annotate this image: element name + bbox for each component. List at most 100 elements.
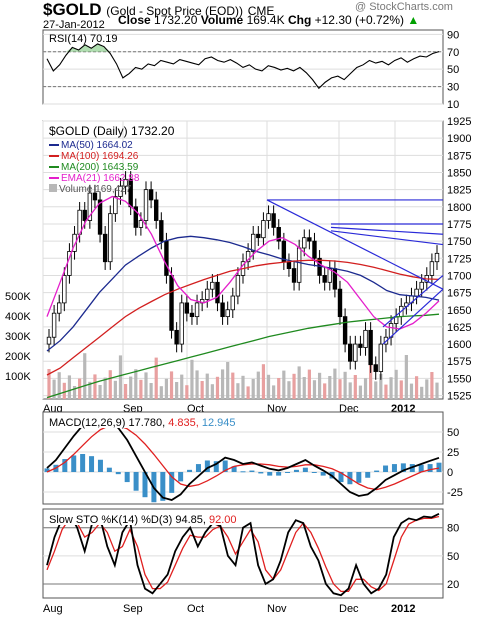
candle-body	[169, 275, 174, 331]
price-legend-entry: MA(100) 1694.26	[61, 151, 139, 162]
volume-bar	[93, 374, 97, 399]
exchange: CME	[247, 4, 275, 18]
volume-bar	[62, 382, 66, 399]
candle-body	[154, 199, 159, 221]
volume-bar	[123, 384, 128, 399]
candle-body	[51, 312, 57, 338]
volume-bar	[231, 372, 235, 399]
trendline	[382, 274, 444, 328]
macd-histogram-bar	[383, 465, 389, 472]
candle-body	[108, 213, 113, 263]
macd-tick-label: -25	[447, 487, 463, 499]
candle-body	[251, 233, 256, 252]
macd-histogram-bar	[267, 472, 273, 476]
candle-body	[312, 240, 317, 259]
symbol-title: $GOLD (Gold - Spot Price (EOD)) CME	[43, 0, 274, 20]
volume-bar	[72, 386, 77, 399]
price-tick-label: 1600	[447, 339, 471, 351]
macd-histogram-bar	[160, 472, 166, 501]
candle-body	[138, 220, 144, 228]
macd-histogram-bar	[400, 463, 406, 472]
price-legend: $GOLD (Daily) 1732.20	[49, 124, 175, 138]
volume-tick-label: 500K	[5, 291, 31, 303]
price-tick-label: 1825	[447, 185, 471, 197]
price-tick-label: 1725	[447, 253, 471, 265]
candle-body	[348, 343, 353, 362]
macd-histogram-bar	[213, 461, 219, 472]
price-legend-entry: EMA(21) 1662.88	[61, 173, 140, 184]
volume-bar	[210, 384, 214, 399]
macd-legend: MACD(12,26,9) 17.780, 4.835, 12.945	[49, 417, 236, 429]
chg-value: +12.30 (+0.72%)	[314, 13, 405, 27]
candle-body	[429, 261, 435, 276]
x-axis-label-bottom-aug: Aug	[43, 603, 63, 615]
rsi-overbought-fill	[47, 43, 439, 52]
candle-body	[133, 206, 138, 228]
volume-bar	[175, 382, 179, 399]
volume-bar	[52, 379, 56, 399]
candle-body	[245, 251, 251, 263]
candle-body	[327, 268, 332, 283]
price-tick-label: 1875	[447, 150, 471, 162]
volume-bar	[379, 374, 383, 399]
candle-body	[225, 309, 230, 318]
volume-bar	[297, 366, 301, 399]
volume-bar	[384, 384, 388, 399]
candle-body	[92, 192, 98, 201]
candle-body	[72, 233, 77, 252]
candle-body	[215, 281, 220, 304]
line-ma100	[46, 259, 440, 376]
candle-body	[353, 343, 358, 362]
volume-bar	[144, 372, 148, 399]
volume-bar	[164, 378, 169, 399]
volume-bar	[353, 375, 357, 399]
macd-histogram-bar	[249, 470, 255, 472]
candle-body	[46, 336, 52, 345]
volume-bar	[338, 379, 342, 399]
candle-body	[266, 213, 271, 221]
macd-histogram-bar	[124, 472, 130, 483]
sto-k-line	[46, 512, 440, 597]
candle-body	[205, 288, 210, 300]
volume-bar	[435, 382, 439, 399]
price-tick-label: 1650	[447, 305, 471, 317]
macd-histogram-bar	[285, 472, 291, 473]
trendline	[330, 230, 444, 246]
macd-histogram-bar	[356, 472, 362, 483]
quote-date: 27-Jan-2012	[43, 19, 105, 31]
volume-tick-label: 100K	[5, 371, 31, 383]
volume-bar	[57, 372, 61, 399]
rsi-line	[46, 43, 440, 90]
volume-bar	[108, 370, 112, 399]
candle-body	[261, 220, 266, 239]
volume-bar	[159, 386, 163, 399]
price-tick-label: 1700	[447, 270, 471, 282]
macd-legend-part: 17.780,	[128, 417, 168, 429]
volume-bar	[430, 372, 434, 399]
close-value: 1732.20	[154, 13, 198, 27]
volume-bar	[241, 375, 245, 399]
candle-body	[363, 329, 368, 348]
candle-body	[235, 275, 241, 297]
volume-value: 169.4K	[246, 13, 285, 27]
volume-bar	[328, 376, 332, 399]
candle-body	[220, 302, 225, 318]
macd-legend-part: MACD(12,26,9)	[49, 417, 128, 429]
volume-bar	[333, 368, 337, 399]
x-axis-label-bottom-oct: Oct	[187, 603, 204, 615]
macd-tick-label: 25	[447, 447, 459, 459]
volume-bar	[282, 370, 286, 399]
trendline	[266, 199, 444, 290]
volume-bar	[394, 369, 398, 399]
volume-bar	[215, 376, 220, 399]
volume-bar	[277, 378, 281, 399]
volume-bar	[307, 369, 311, 399]
sto-tick-label: 50	[447, 551, 459, 563]
volume-bar	[358, 385, 363, 399]
volume-bar	[236, 383, 240, 399]
trendline	[382, 288, 444, 345]
line-ma50	[46, 235, 440, 352]
price-tick-label: 1900	[447, 133, 471, 145]
candle-body	[276, 226, 281, 242]
